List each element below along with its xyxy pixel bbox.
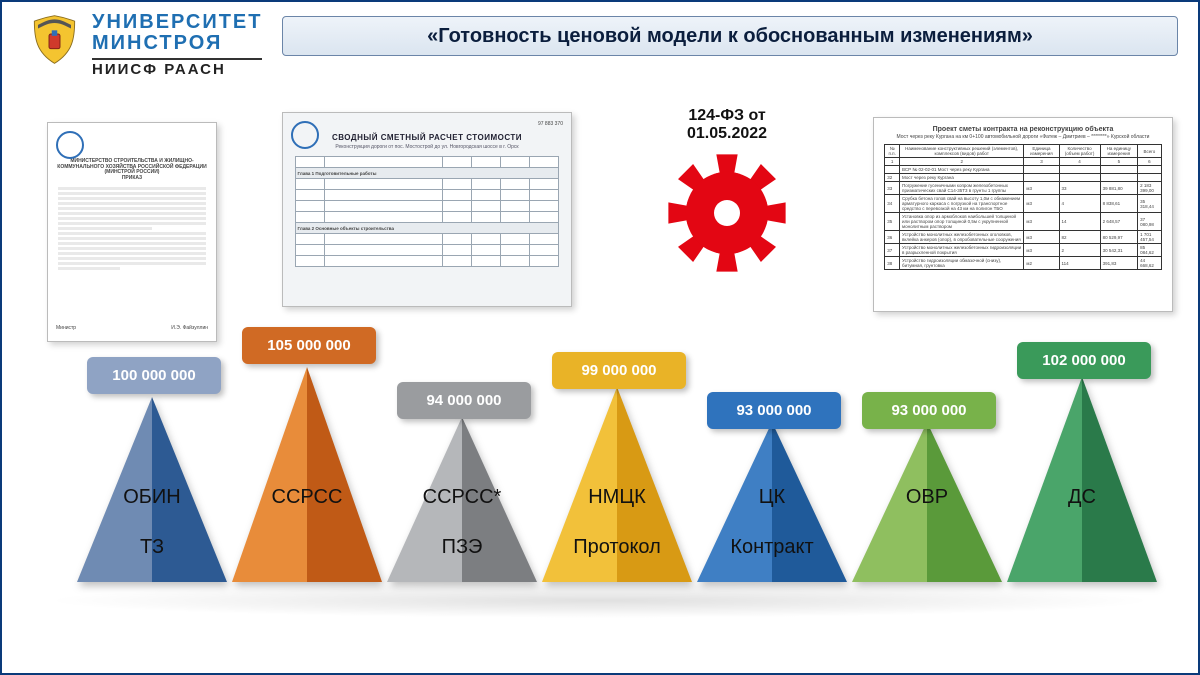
- gear-label-1: 124-ФЗ от: [688, 107, 765, 124]
- gear-label: 124-ФЗ от 01.05.2022: [642, 107, 812, 144]
- slide-title-text: «Готовность ценовой модели к обоснованны…: [427, 25, 1033, 48]
- uni-line1: УНИВЕРСИТЕТ: [92, 12, 262, 33]
- logo-block: УНИВЕРСИТЕТ МИНСТРОЯ НИИСФ РААСН: [27, 12, 262, 78]
- stamp-icon: [291, 121, 319, 149]
- slide: УНИВЕРСИТЕТ МИНСТРОЯ НИИСФ РААСН «Готовн…: [0, 0, 1200, 675]
- uni-line2: МИНСТРОЯ: [92, 33, 262, 54]
- pyramid-face-label: ССРСС*: [387, 486, 537, 509]
- document-ssrss: 97 883 370 СВОДНЫЙ СМЕТНЫЙ РАСЧЕТ СТОИМО…: [282, 112, 572, 307]
- doc2-title: СВОДНЫЙ СМЕТНЫЙ РАСЧЕТ СТОИМОСТИ: [289, 133, 565, 142]
- doc3-title: Проект сметы контракта на реконструкцию …: [880, 126, 1166, 133]
- doc1-sign-left: Министр: [56, 325, 76, 331]
- pyramid-ssrss: ССРСС: [232, 352, 382, 587]
- pyramid-face-label: ОБИН: [77, 486, 227, 509]
- doc1-sign-right: И.Э. Файзуллин: [171, 325, 208, 331]
- doc3-colnum: 4: [1059, 158, 1100, 166]
- doc3-colnum: 6: [1138, 158, 1162, 166]
- doc2-section1: Глава 1 Подготовительные работы: [295, 168, 559, 179]
- value-chip-ck: 93 000 000: [707, 392, 841, 429]
- value-chip-ssrss2: 94 000 000: [397, 382, 531, 419]
- doc3-col: На единицу измерения: [1100, 145, 1138, 158]
- doc2-subtitle: Реконструкция дороги от пос. Мостострой …: [289, 144, 565, 150]
- doc3-col: № п.п.: [885, 145, 900, 158]
- doc2-section2: Глава 2 Основные объекты строительства: [295, 223, 559, 234]
- table-row: ВСР № 02-02-01 Мост через реку Кургана: [885, 166, 1161, 174]
- pyramid-base-label: ТЗ: [77, 536, 227, 559]
- gear-label-2: 01.05.2022: [687, 125, 767, 142]
- table-row: 35Установка опор из армоблоков наибольше…: [885, 213, 1161, 231]
- doc1-ministry-text: МИНИСТЕРСТВО СТРОИТЕЛЬСТВА И ЖИЛИЩНО-КОМ…: [57, 158, 206, 175]
- value-chip-nmck: 99 000 000: [552, 352, 686, 389]
- document-prikaz: МИНИСТЕРСТВО СТРОИТЕЛЬСТВА И ЖИЛИЩНО-КОМ…: [47, 122, 217, 342]
- doc1-signature: Министр И.Э. Файзуллин: [56, 325, 208, 331]
- pyramid-face-label: ДС: [1007, 486, 1157, 509]
- table-row: 34Срубка бетона голов свай на высоту 1,0…: [885, 195, 1161, 213]
- value-chip-ds: 102 000 000: [1017, 342, 1151, 379]
- doc3-colnum: 5: [1100, 158, 1138, 166]
- divider: [92, 58, 262, 60]
- pyramid-base-label: Контракт: [697, 536, 847, 559]
- pyramid-face-label: НМЦК: [542, 486, 692, 509]
- table-row: 38Устройство гидроизоляции обмазочной (с…: [885, 257, 1161, 270]
- pyramid-ck: ЦК Контракт: [697, 352, 847, 587]
- doc3-colnum: 1: [885, 158, 900, 166]
- table-row: 32Мост через реку Кургана: [885, 174, 1161, 182]
- doc1-ministry: МИНИСТЕРСТВО СТРОИТЕЛЬСТВА И ЖИЛИЩНО-КОМ…: [54, 159, 210, 181]
- gear-block: 124-ФЗ от 01.05.2022: [642, 107, 812, 278]
- doc3-table: № п.п.Наименование конструктивных решени…: [884, 144, 1161, 270]
- doc1-body-lines: [54, 187, 210, 270]
- pyramid-ds: ДС: [1007, 352, 1157, 587]
- gear-icon: [662, 148, 792, 278]
- value-chip-ovr: 93 000 000: [862, 392, 996, 429]
- pyramid-face-label: ОВР: [852, 486, 1002, 509]
- value-chip-obin: 100 000 000: [87, 357, 221, 394]
- pyramid-face-label: ССРСС: [232, 486, 382, 509]
- pyramid-base-label: Протокол: [542, 536, 692, 559]
- doc3-subtitle: Мост через реку Кургана на км 0+100 авто…: [880, 134, 1166, 140]
- doc2-table: Глава 1 Подготовительные работы Глава 2 …: [295, 156, 560, 267]
- doc3-col: Единица измерения: [1024, 145, 1059, 158]
- pyramid-base-label: ПЗЭ: [387, 536, 537, 559]
- doc3-colnum: 2: [900, 158, 1024, 166]
- doc3-col: Наименование конструктивных решений (эле…: [900, 145, 1024, 158]
- university-text: УНИВЕРСИТЕТ МИНСТРОЯ НИИСФ РААСН: [92, 12, 262, 78]
- emblem-icon: [27, 12, 82, 67]
- uni-sub: НИИСФ РААСН: [92, 62, 262, 78]
- value-chip-ssrss: 105 000 000: [242, 327, 376, 364]
- slide-title: «Готовность ценовой модели к обоснованны…: [282, 16, 1178, 56]
- table-row: 33Погружение гусеничными копром железобе…: [885, 182, 1161, 195]
- table-row: 37Устройство монолитных железобетонных г…: [885, 244, 1161, 257]
- table-row: 36Устройство монолитных железобетонных о…: [885, 231, 1161, 244]
- doc1-type: ПРИКАЗ: [122, 175, 142, 181]
- doc2-total: 97 883 370: [538, 121, 563, 127]
- document-contract-estimate: Проект сметы контракта на реконструкцию …: [873, 117, 1173, 312]
- doc3-colnum: 3: [1024, 158, 1059, 166]
- pyramid-face-label: ЦК: [697, 486, 847, 509]
- doc3-col: Всего: [1138, 145, 1162, 158]
- doc3-col: Количество (объем работ): [1059, 145, 1100, 158]
- pyramid-ovr: ОВР: [852, 352, 1002, 587]
- stamp-icon: [56, 131, 84, 159]
